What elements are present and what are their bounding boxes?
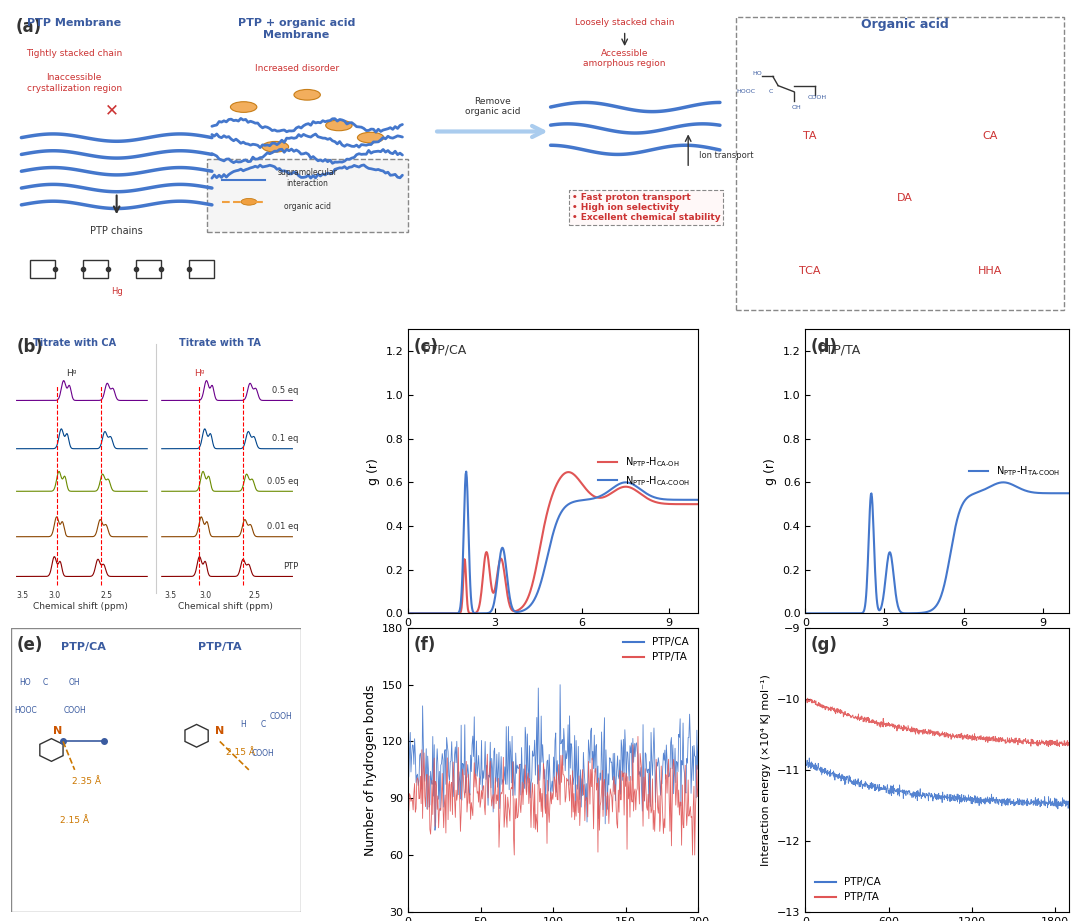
Text: C: C — [769, 89, 773, 94]
Y-axis label: Interaction energy (×10⁴ KJ mol⁻¹): Interaction energy (×10⁴ KJ mol⁻¹) — [761, 674, 771, 866]
Text: COOH: COOH — [808, 96, 827, 100]
Y-axis label: Number of hydrogen bonds: Number of hydrogen bonds — [364, 684, 377, 856]
Text: COOH: COOH — [269, 712, 293, 721]
Text: PTP/TA: PTP/TA — [819, 344, 861, 356]
Text: Ion transport: Ion transport — [699, 151, 753, 160]
Text: H: H — [240, 720, 246, 729]
Text: N: N — [215, 726, 225, 736]
Bar — [136, 260, 161, 278]
Text: supramolecular
interaction: supramolecular interaction — [278, 169, 337, 188]
Legend: N$_\mathrm{PTP}$-H$_\mathrm{TA\text{-}COOH}$: N$_\mathrm{PTP}$-H$_\mathrm{TA\text{-}CO… — [966, 460, 1064, 483]
Ellipse shape — [230, 101, 257, 112]
Legend: N$_\mathrm{PTP}$-H$_\mathrm{CA\text{-}OH}$, N$_\mathrm{PTP}$-H$_\mathrm{CA\text{: N$_\mathrm{PTP}$-H$_\mathrm{CA\text{-}OH… — [594, 451, 693, 492]
Text: HOOC: HOOC — [14, 706, 37, 715]
Text: 2.35 Å: 2.35 Å — [71, 776, 100, 786]
Bar — [30, 260, 55, 278]
Bar — [83, 260, 108, 278]
Y-axis label: g (r): g (r) — [367, 458, 380, 484]
Text: (e): (e) — [16, 636, 43, 655]
Text: COOH: COOH — [64, 706, 86, 715]
Text: PTP Membrane: PTP Membrane — [27, 18, 121, 29]
Text: Inaccessible
crystallization region: Inaccessible crystallization region — [27, 74, 122, 93]
Bar — [189, 260, 214, 278]
Text: N: N — [53, 726, 62, 736]
Ellipse shape — [294, 89, 321, 100]
Text: TCA: TCA — [799, 266, 821, 276]
Text: HHA: HHA — [977, 266, 1002, 276]
Text: Titrate with CA: Titrate with CA — [33, 338, 117, 348]
FancyBboxPatch shape — [735, 17, 1064, 310]
Text: HO: HO — [752, 71, 761, 76]
Text: Chemical shift (ppm): Chemical shift (ppm) — [33, 602, 127, 611]
Text: 3.0: 3.0 — [49, 590, 60, 600]
Text: PTP: PTP — [283, 562, 298, 571]
Text: Accessible
amorphous region: Accessible amorphous region — [583, 49, 666, 68]
Text: 0.5 eq: 0.5 eq — [272, 386, 298, 395]
Legend: PTP/CA, PTP/TA: PTP/CA, PTP/TA — [619, 633, 693, 667]
Text: C: C — [43, 678, 49, 687]
Ellipse shape — [357, 133, 383, 143]
Text: 2.15 Å: 2.15 Å — [60, 816, 90, 825]
Text: 3.5: 3.5 — [16, 590, 28, 600]
FancyBboxPatch shape — [206, 159, 408, 232]
Text: 3.0: 3.0 — [199, 590, 212, 600]
Legend: PTP/CA, PTP/TA: PTP/CA, PTP/TA — [810, 873, 885, 906]
Text: PTP/TA: PTP/TA — [198, 642, 242, 652]
Text: (c): (c) — [414, 338, 438, 356]
Text: HO: HO — [19, 678, 31, 687]
Text: 2.15 Å: 2.15 Å — [226, 749, 255, 757]
X-axis label: r/Angstrom: r/Angstrom — [903, 634, 972, 647]
Text: (g): (g) — [811, 636, 837, 655]
Text: Loosely stacked chain: Loosely stacked chain — [575, 18, 674, 28]
Text: DA: DA — [897, 192, 913, 203]
Text: 0.01 eq: 0.01 eq — [267, 522, 298, 531]
Text: Hᵍ: Hᵍ — [67, 368, 77, 378]
Text: 0.05 eq: 0.05 eq — [267, 476, 298, 485]
Text: • Fast proton transport
• High ion selectivity
• Excellent chemical stability: • Fast proton transport • High ion selec… — [571, 192, 720, 223]
Text: 2.5: 2.5 — [100, 590, 112, 600]
Text: (d): (d) — [811, 338, 837, 356]
Text: (a): (a) — [16, 18, 42, 37]
Y-axis label: g (r): g (r) — [765, 458, 778, 484]
Text: PTP/CA: PTP/CA — [422, 344, 467, 356]
Text: 2.5: 2.5 — [248, 590, 260, 600]
Text: (f): (f) — [414, 636, 436, 655]
Text: organic acid: organic acid — [284, 202, 330, 211]
Text: ✕: ✕ — [105, 101, 119, 119]
Text: 3.5: 3.5 — [164, 590, 176, 600]
Text: CA: CA — [982, 132, 998, 142]
Text: COOH: COOH — [252, 749, 274, 758]
Text: PTP + organic acid
Membrane: PTP + organic acid Membrane — [238, 18, 355, 40]
Text: PTP chains: PTP chains — [91, 227, 143, 237]
Text: Increased disorder: Increased disorder — [255, 64, 339, 74]
Text: Titrate with TA: Titrate with TA — [179, 338, 260, 348]
Text: Organic acid: Organic acid — [861, 18, 949, 31]
Text: Chemical shift (ppm): Chemical shift (ppm) — [178, 602, 273, 611]
Text: Tightly stacked chain: Tightly stacked chain — [26, 49, 122, 58]
Text: (b): (b) — [16, 338, 43, 356]
Ellipse shape — [262, 142, 288, 152]
X-axis label: r/Angstrom: r/Angstrom — [518, 634, 589, 647]
Text: Hᵍ: Hᵍ — [194, 368, 205, 378]
Text: C: C — [260, 720, 266, 729]
Text: PTP/CA: PTP/CA — [60, 642, 106, 652]
Text: 0.1 eq: 0.1 eq — [272, 434, 298, 443]
Text: Hg: Hg — [111, 287, 122, 297]
Text: HOOC: HOOC — [737, 89, 756, 94]
Ellipse shape — [326, 120, 352, 131]
Text: OH: OH — [792, 105, 801, 110]
Text: Remove
organic acid: Remove organic acid — [464, 97, 521, 116]
Text: TA: TA — [804, 132, 816, 142]
Ellipse shape — [241, 198, 257, 205]
Text: OH: OH — [69, 678, 81, 687]
